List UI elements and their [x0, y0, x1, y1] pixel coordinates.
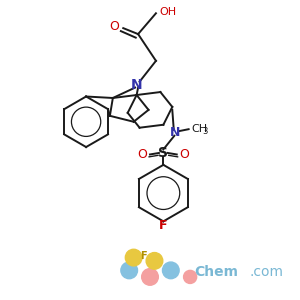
Text: 3: 3 [202, 128, 208, 136]
Text: .com: .com [250, 266, 284, 280]
Circle shape [142, 268, 158, 285]
Text: O: O [138, 148, 148, 161]
Text: F: F [140, 251, 147, 261]
Circle shape [163, 262, 179, 279]
Text: CH: CH [192, 124, 208, 134]
Text: O: O [110, 20, 119, 33]
Text: Chem: Chem [195, 266, 239, 280]
Text: S: S [158, 146, 168, 160]
Text: O: O [179, 148, 189, 161]
Text: N: N [170, 126, 181, 139]
Text: F: F [159, 219, 168, 232]
Circle shape [121, 262, 137, 279]
Text: OH: OH [159, 7, 176, 17]
Text: N: N [131, 78, 142, 92]
Circle shape [125, 249, 142, 266]
Circle shape [146, 253, 163, 269]
Circle shape [184, 270, 197, 284]
